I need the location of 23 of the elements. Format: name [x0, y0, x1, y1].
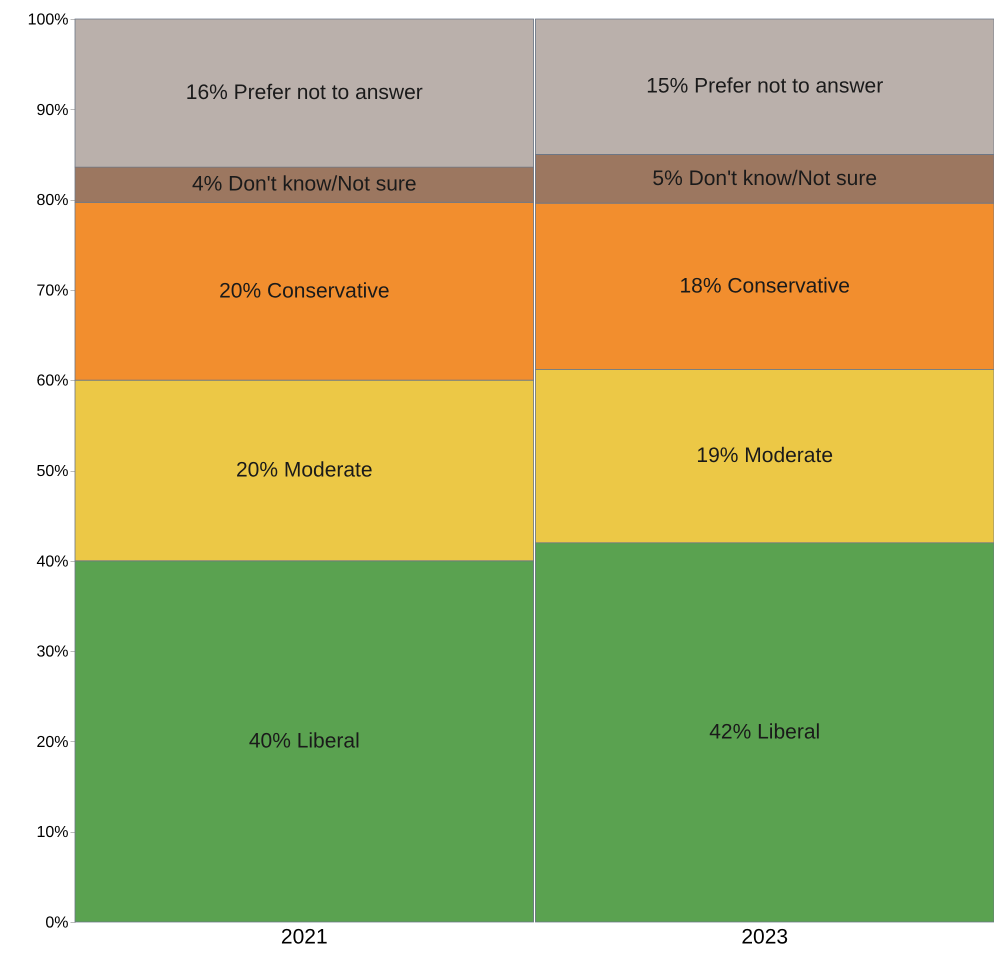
- y-tick-label: 30%: [36, 644, 68, 661]
- text: 42% Liberal: [709, 720, 820, 744]
- y-tick-label: 80%: [36, 192, 68, 210]
- text: 15% Prefer not to answer: [646, 74, 884, 98]
- text: 16% Prefer not to answer: [186, 81, 423, 104]
- text: 18% Conservative: [680, 274, 850, 298]
- text: 19% Moderate: [696, 444, 834, 468]
- y-tick-label: 10%: [36, 824, 68, 842]
- y-tick-label: 90%: [36, 102, 68, 119]
- text: 5% Don't know/Not sure: [652, 166, 878, 190]
- y-tick-label: 20%: [36, 734, 68, 751]
- y-tick-label: 70%: [36, 282, 68, 300]
- y-tick-label: 100%: [28, 12, 68, 28]
- text: 4% Don't know/Not sure: [192, 172, 417, 196]
- text: 20% Moderate: [236, 458, 373, 482]
- y-tick-label: 40%: [36, 553, 68, 570]
- text: 40% Liberal: [248, 729, 360, 752]
- x-tick-label: 2021: [280, 926, 328, 948]
- y-tick-label: 0%: [45, 914, 68, 932]
- y-tick-label: 60%: [36, 372, 68, 390]
- x-tick-label: 2023: [741, 926, 788, 948]
- text: 20% Conservative: [219, 279, 390, 302]
- y-tick-label: 50%: [36, 463, 68, 480]
